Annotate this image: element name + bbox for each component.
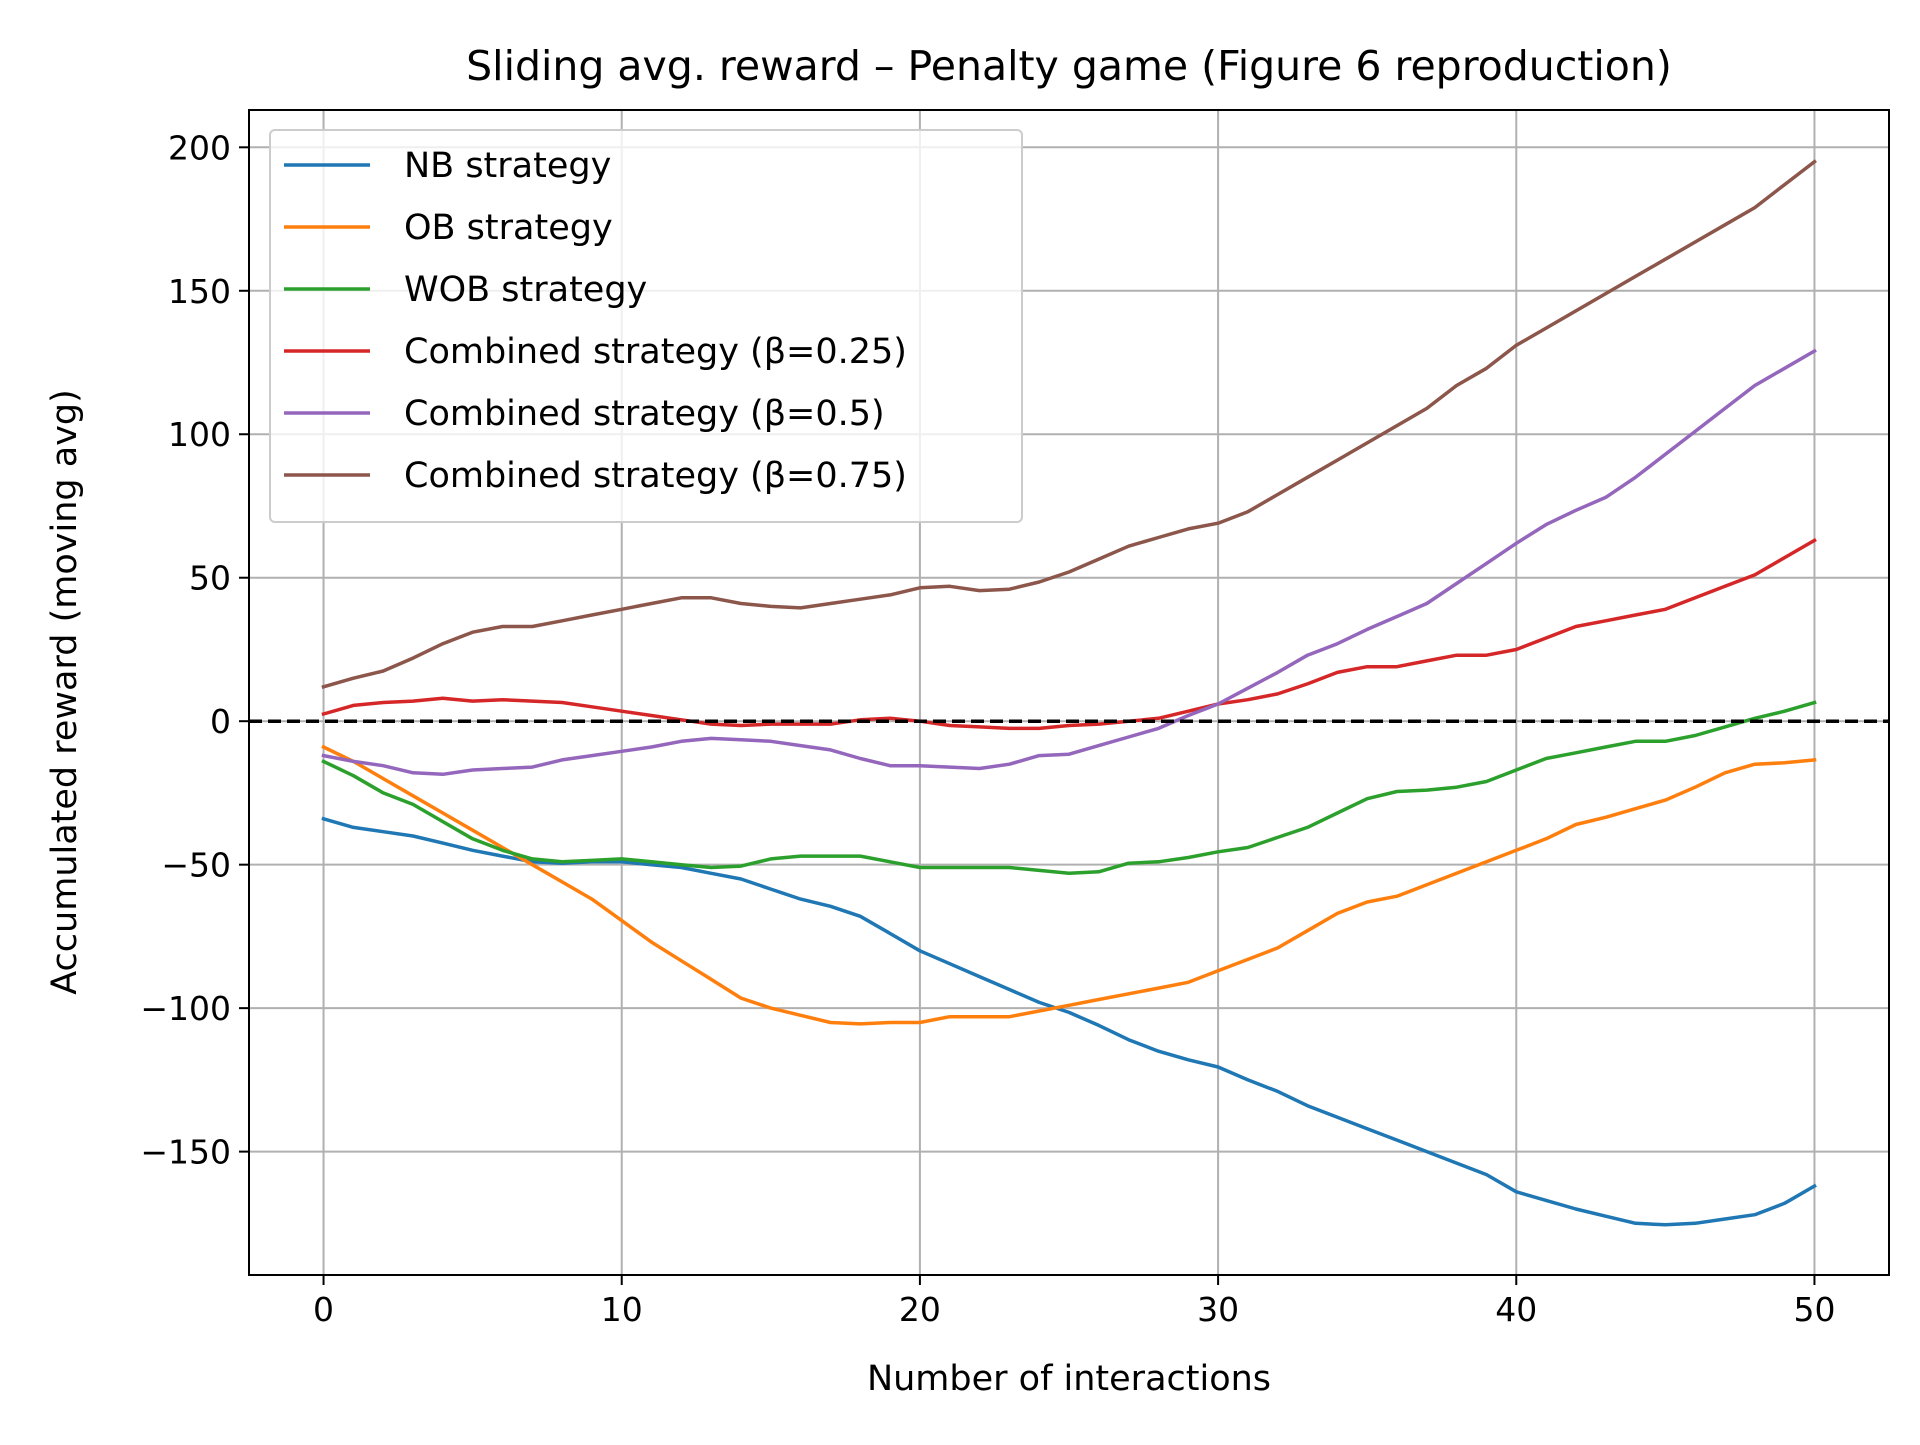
x-tick-label: 50 [1793,1290,1835,1329]
legend-label: Combined strategy (β=0.25) [404,332,907,372]
series-line-5 [321,348,1817,777]
y-tick-label: −50 [161,846,231,885]
x-tick-label: 40 [1495,1290,1537,1329]
y-axis-label: Accumulated reward (moving avg) [45,389,85,995]
y-tick-label: −100 [140,989,231,1028]
x-tick-label: 30 [1197,1290,1239,1329]
legend-label: Combined strategy (β=0.75) [404,456,907,496]
legend-label: Combined strategy (β=0.5) [404,394,885,434]
x-tick-label: 20 [899,1290,941,1329]
legend-label: OB strategy [404,208,613,248]
series-line-3 [321,700,1817,876]
chart-title: Sliding avg. reward – Penalty game (Figu… [466,42,1672,90]
plot-frame [248,109,1890,1276]
legend-box [269,129,1023,523]
series-line-2 [321,744,1817,1026]
axes: 0 10 20 30 40 50 −150 −100 −50 0 50 100 150 200 [140,128,1835,1329]
legend-label: NB strategy [404,146,611,186]
y-tick-label: 50 [189,559,231,598]
series-lines [249,159,1889,1227]
x-tick-label: 0 [313,1290,334,1329]
legend-label: WOB strategy [404,270,647,310]
series-line-4 [321,538,1817,731]
y-tick-label: 100 [168,415,231,454]
series-line-6 [321,159,1817,689]
y-tick-label: −150 [140,1133,231,1172]
x-axis-label: Number of interactions [867,1359,1271,1399]
y-tick-label: 150 [168,272,231,311]
legend: NB strategy OB strategy WOB strategy Combin… [269,129,1023,523]
x-tick-label: 10 [601,1290,643,1329]
y-tick-label: 200 [168,128,231,167]
y-tick-label: 0 [210,702,231,741]
